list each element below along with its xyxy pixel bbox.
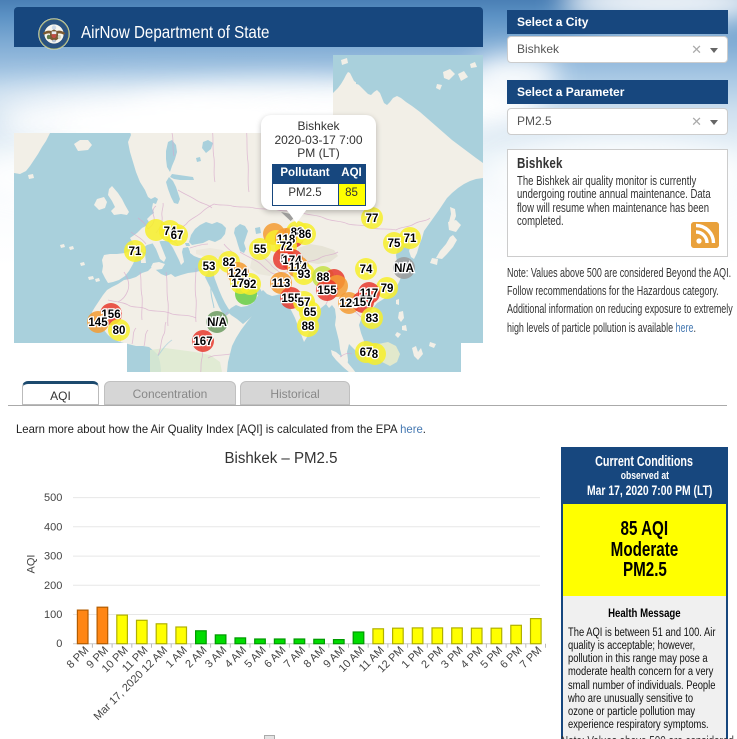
svg-text:5: 5 xyxy=(281,254,288,266)
svg-text:82: 82 xyxy=(223,257,236,269)
svg-text:157: 157 xyxy=(353,297,372,309)
svg-text:1 PM: 1 PM xyxy=(400,644,427,671)
svg-text:88: 88 xyxy=(291,227,304,239)
svg-text:72: 72 xyxy=(280,241,293,253)
svg-text:2 PM: 2 PM xyxy=(419,644,446,671)
svg-text:86: 86 xyxy=(299,229,312,241)
svg-text:N/A: N/A xyxy=(207,317,227,329)
svg-text:400: 400 xyxy=(44,521,62,533)
svg-text:118: 118 xyxy=(277,234,296,246)
svg-text:67: 67 xyxy=(171,230,184,242)
svg-text:167: 167 xyxy=(193,336,212,348)
svg-text:124: 124 xyxy=(228,268,248,280)
svg-text:77: 77 xyxy=(366,213,379,225)
svg-text:5 AM: 5 AM xyxy=(242,644,268,670)
svg-text:53: 53 xyxy=(203,261,216,273)
svg-text:55: 55 xyxy=(254,244,267,256)
svg-text:174: 174 xyxy=(282,255,302,267)
svg-text:6 PM: 6 PM xyxy=(498,644,525,671)
svg-text:67: 67 xyxy=(360,347,373,359)
svg-text:3 PM: 3 PM xyxy=(439,644,466,671)
svg-text:120: 120 xyxy=(339,298,358,310)
svg-text:156: 156 xyxy=(101,309,120,321)
svg-text:145: 145 xyxy=(88,317,108,329)
svg-text:65: 65 xyxy=(304,307,317,319)
svg-text:0: 0 xyxy=(56,638,62,650)
svg-text:79: 79 xyxy=(381,283,394,295)
svg-text:74: 74 xyxy=(360,264,373,276)
svg-text:88: 88 xyxy=(317,272,330,284)
svg-text:71: 71 xyxy=(404,233,417,245)
svg-text:155: 155 xyxy=(317,285,337,297)
svg-text:93: 93 xyxy=(298,269,311,281)
svg-text:1 AM: 1 AM xyxy=(164,644,190,670)
svg-text:80: 80 xyxy=(113,325,126,337)
svg-text:100: 100 xyxy=(44,609,62,621)
svg-text:155: 155 xyxy=(281,293,301,305)
svg-text:AQI: AQI xyxy=(26,555,38,574)
svg-text:6 AM: 6 AM xyxy=(262,644,288,670)
svg-text:8 PM: 8 PM xyxy=(65,644,92,671)
svg-text:8: 8 xyxy=(372,349,379,361)
svg-text:83: 83 xyxy=(366,313,379,325)
svg-text:71: 71 xyxy=(129,246,142,258)
svg-text:200: 200 xyxy=(44,580,62,592)
svg-text:74: 74 xyxy=(164,226,177,238)
svg-text:3 AM: 3 AM xyxy=(203,644,229,670)
svg-text:88: 88 xyxy=(302,321,315,333)
svg-text:4 AM: 4 AM xyxy=(223,644,249,670)
svg-text:75: 75 xyxy=(388,238,401,250)
svg-text:7 AM: 7 AM xyxy=(282,644,308,670)
svg-text:113: 113 xyxy=(272,278,291,290)
svg-text:N/A: N/A xyxy=(394,263,414,275)
svg-text:7 PM: 7 PM xyxy=(518,644,545,671)
svg-text:8 AM: 8 AM xyxy=(302,644,328,670)
svg-text:500: 500 xyxy=(44,492,62,504)
svg-text:92: 92 xyxy=(244,279,257,291)
svg-text:2 AM: 2 AM xyxy=(183,644,209,670)
svg-text:114: 114 xyxy=(289,262,308,274)
svg-text:4 PM: 4 PM xyxy=(459,644,486,671)
svg-text:Bishkek – PM2.5: Bishkek – PM2.5 xyxy=(225,450,338,467)
svg-text:5 PM: 5 PM xyxy=(478,644,505,671)
svg-text:57: 57 xyxy=(298,297,311,309)
svg-text:300: 300 xyxy=(44,551,62,563)
svg-text:177: 177 xyxy=(231,278,250,290)
svg-text:117: 117 xyxy=(360,288,379,300)
